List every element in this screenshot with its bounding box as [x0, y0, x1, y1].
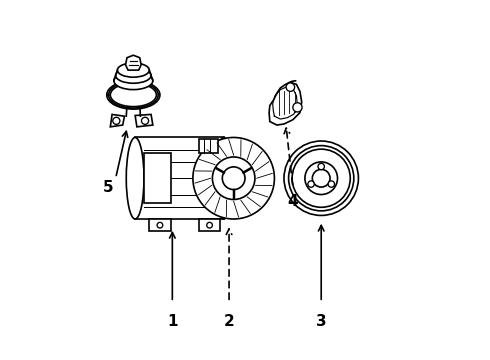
Ellipse shape: [126, 138, 144, 219]
Text: 3: 3: [316, 314, 326, 329]
Circle shape: [142, 117, 148, 124]
FancyBboxPatch shape: [149, 219, 171, 231]
Polygon shape: [110, 114, 124, 127]
Circle shape: [222, 167, 245, 190]
Text: 5: 5: [103, 180, 114, 195]
Circle shape: [193, 138, 274, 219]
FancyBboxPatch shape: [199, 219, 220, 231]
Circle shape: [113, 117, 120, 124]
Circle shape: [293, 103, 302, 112]
Polygon shape: [269, 82, 302, 125]
FancyBboxPatch shape: [199, 139, 219, 153]
Text: 1: 1: [167, 314, 177, 329]
Text: 2: 2: [223, 314, 234, 329]
Ellipse shape: [114, 72, 153, 90]
Circle shape: [212, 157, 255, 199]
Ellipse shape: [118, 63, 149, 77]
Polygon shape: [135, 114, 153, 127]
Text: 4: 4: [288, 194, 298, 209]
Ellipse shape: [107, 81, 160, 109]
FancyBboxPatch shape: [144, 153, 171, 203]
Ellipse shape: [215, 138, 233, 219]
Circle shape: [328, 181, 335, 187]
Circle shape: [284, 141, 358, 215]
Ellipse shape: [116, 68, 151, 83]
Polygon shape: [125, 55, 141, 70]
Circle shape: [286, 83, 294, 91]
Circle shape: [318, 163, 324, 170]
Circle shape: [308, 181, 314, 187]
